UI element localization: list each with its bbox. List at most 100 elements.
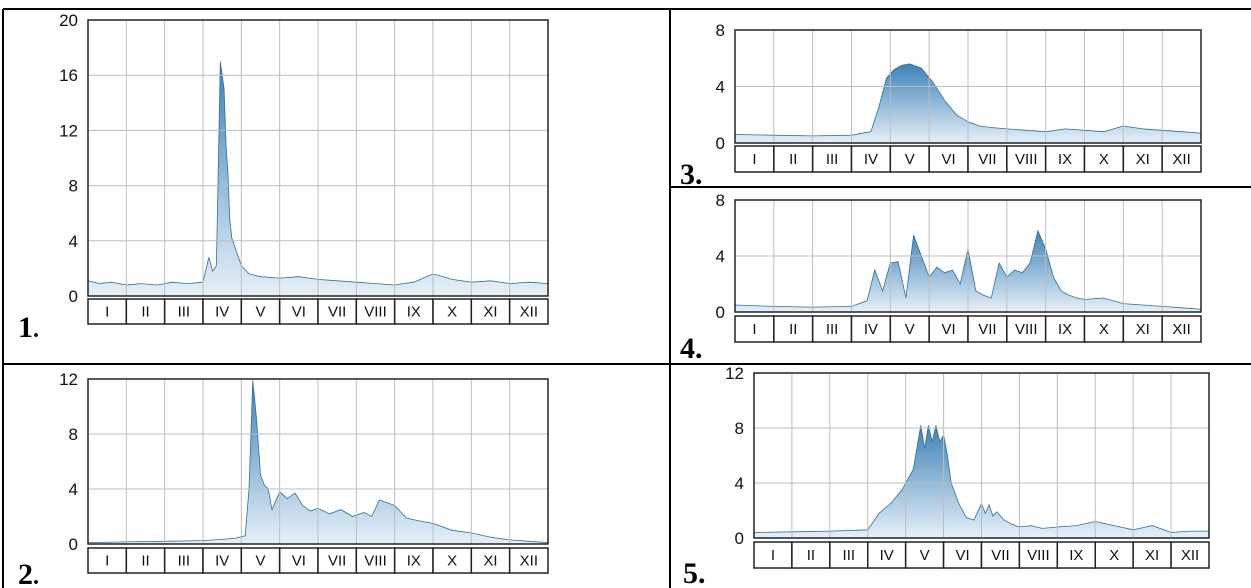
month-box bbox=[278, 547, 319, 574]
x-tick-label: VI bbox=[292, 304, 306, 321]
x-tick-label: VIII bbox=[1015, 321, 1038, 338]
y-tick-label: 8 bbox=[69, 425, 78, 444]
y-tick-label: 0 bbox=[69, 535, 78, 554]
x-tick-label: X bbox=[447, 304, 457, 321]
gridlines bbox=[735, 30, 1201, 143]
x-tick-label: I bbox=[752, 151, 756, 168]
x-tick-label: XII bbox=[1181, 547, 1199, 564]
x-tick-label: VII bbox=[328, 553, 346, 570]
month-box bbox=[87, 298, 128, 325]
x-tick-label: V bbox=[255, 304, 265, 321]
x-tick-label: VI bbox=[292, 553, 306, 570]
x-tick-label: X bbox=[1099, 151, 1109, 168]
panel-number: 2. bbox=[18, 558, 39, 588]
y-tick-label: 4 bbox=[716, 78, 725, 97]
x-tick-label: IV bbox=[880, 547, 894, 564]
y-tick-label: 4 bbox=[716, 247, 725, 266]
month-box bbox=[163, 298, 204, 325]
y-tick-label: 0 bbox=[69, 287, 78, 306]
x-tick-label: V bbox=[905, 151, 915, 168]
month-box bbox=[773, 145, 814, 173]
month-box bbox=[1161, 315, 1202, 343]
month-box bbox=[125, 547, 166, 574]
x-tick-label: VI bbox=[955, 547, 969, 564]
chart-area bbox=[87, 61, 549, 297]
month-box bbox=[942, 541, 983, 569]
y-tick-label: 20 bbox=[59, 11, 78, 30]
month-box bbox=[1018, 541, 1059, 569]
x-tick-label: XII bbox=[520, 304, 538, 321]
x-tick-label: III bbox=[826, 151, 839, 168]
plot-frame bbox=[87, 378, 549, 545]
month-box bbox=[829, 541, 869, 569]
x-tick-label: VI bbox=[941, 321, 955, 338]
y-tick-label: 12 bbox=[725, 364, 744, 383]
x-tick-label: IX bbox=[407, 553, 421, 570]
x-tick-label: IX bbox=[1058, 321, 1072, 338]
month-box bbox=[734, 145, 775, 173]
x-tick-label: VII bbox=[978, 151, 996, 168]
month-box bbox=[317, 298, 358, 325]
month-box bbox=[393, 547, 434, 574]
x-tick-label: X bbox=[1099, 321, 1109, 338]
gridlines bbox=[754, 373, 1209, 538]
x-tick-label: V bbox=[905, 321, 915, 338]
x-tick-label: IX bbox=[1069, 547, 1083, 564]
gridlines bbox=[735, 200, 1201, 312]
month-box bbox=[1161, 145, 1202, 173]
month-box bbox=[928, 315, 969, 343]
x-tick-label: XI bbox=[1145, 547, 1159, 564]
x-tick-label: IV bbox=[215, 553, 229, 570]
y-tick-label: 4 bbox=[69, 232, 78, 251]
x-tick-label: XII bbox=[1172, 151, 1190, 168]
x-tick-label: III bbox=[843, 547, 856, 564]
month-box bbox=[867, 541, 907, 569]
x-tick-label: II bbox=[789, 151, 797, 168]
month-box-row: I II III IV V VI VII VIII IX X XI XII bbox=[87, 298, 549, 325]
month-box bbox=[355, 547, 396, 574]
panel-number: 1. bbox=[18, 311, 39, 344]
x-tick-label: XI bbox=[1136, 151, 1150, 168]
x-tick-label: VII bbox=[991, 547, 1009, 564]
chart-panel-3: I II III IV V VI VII VIII IX X XI XII 048 3. bbox=[680, 21, 1202, 191]
month-box bbox=[980, 541, 1021, 569]
y-tick-label: 12 bbox=[59, 370, 78, 389]
y-tick-label: 16 bbox=[59, 66, 78, 85]
month-box bbox=[1122, 315, 1163, 343]
x-tick-label: I bbox=[752, 321, 756, 338]
y-tick-labels: 0 4 8 12 bbox=[59, 370, 78, 554]
x-tick-label: VII bbox=[978, 321, 996, 338]
y-tick-labels: 0 4 8 bbox=[716, 21, 725, 153]
y-tick-label: 4 bbox=[735, 474, 744, 493]
y-tick-labels: 0 4 8 12 16 20 bbox=[59, 11, 78, 306]
y-tick-labels: 0 4 8 12 bbox=[725, 364, 744, 548]
x-tick-label: VII bbox=[328, 304, 346, 321]
x-tick-label: X bbox=[1109, 547, 1119, 564]
y-tick-label: 0 bbox=[735, 529, 744, 548]
x-tick-label: VIII bbox=[1027, 547, 1050, 564]
month-box bbox=[1094, 541, 1134, 569]
y-tick-label: 8 bbox=[735, 419, 744, 438]
y-tick-label: 12 bbox=[59, 121, 78, 140]
x-tick-label: V bbox=[920, 547, 930, 564]
x-tick-label: I bbox=[105, 304, 109, 321]
month-box bbox=[1044, 315, 1086, 343]
month-box bbox=[889, 315, 930, 343]
month-box bbox=[850, 145, 892, 173]
table-grid bbox=[2, 8, 1251, 588]
month-box-row: I II III IV V VI VII VIII IX X XI XII bbox=[734, 145, 1202, 173]
x-tick-label: VIII bbox=[1015, 151, 1038, 168]
month-box bbox=[1170, 541, 1210, 569]
x-tick-label: XII bbox=[520, 553, 538, 570]
gridlines bbox=[88, 20, 548, 296]
x-tick-label: XII bbox=[1172, 321, 1190, 338]
y-tick-label: 8 bbox=[69, 177, 78, 196]
y-tick-labels: 0 4 8 bbox=[716, 191, 725, 322]
x-tick-label: IV bbox=[864, 321, 878, 338]
month-box bbox=[850, 315, 892, 343]
x-tick-label: II bbox=[141, 553, 149, 570]
month-box bbox=[753, 541, 793, 569]
